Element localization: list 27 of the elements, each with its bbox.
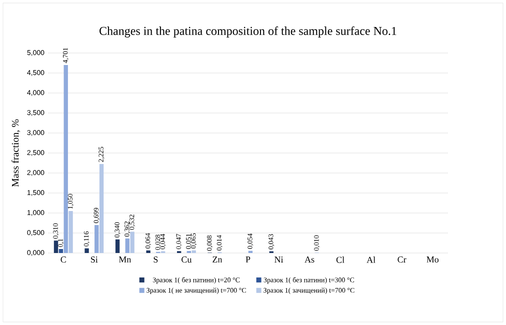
x-tick-label: As xyxy=(304,256,314,263)
bar xyxy=(130,232,134,253)
bar xyxy=(146,250,150,253)
x-tick-label: Cu xyxy=(182,256,192,263)
bar xyxy=(99,164,104,253)
y-axis-title: Mass fraction, % xyxy=(12,119,20,187)
bar xyxy=(58,249,64,253)
x-tick-label: S xyxy=(154,256,158,263)
bar xyxy=(84,248,89,253)
x-tick-label: Cl xyxy=(336,256,344,263)
bar xyxy=(64,64,68,253)
bar xyxy=(54,240,58,253)
bar xyxy=(192,250,196,253)
x-tick-label: Si xyxy=(91,256,98,263)
x-tick-label: Mn xyxy=(118,256,132,262)
x-tick-label: Ni xyxy=(274,256,284,262)
bar xyxy=(68,211,73,253)
bar xyxy=(125,238,130,253)
x-tick-label: P xyxy=(246,256,250,262)
bar xyxy=(94,225,99,253)
x-tick-label: Cr xyxy=(398,256,406,263)
x-tick-label: Zn xyxy=(212,256,222,262)
bar xyxy=(115,239,120,253)
x-tick-label: Al xyxy=(366,256,376,263)
x-tick-label: Mo xyxy=(426,256,439,263)
x-tick-label: C xyxy=(60,256,66,263)
chart-title: Changes in the patina composition of the sample surface No.1 xyxy=(100,26,396,38)
